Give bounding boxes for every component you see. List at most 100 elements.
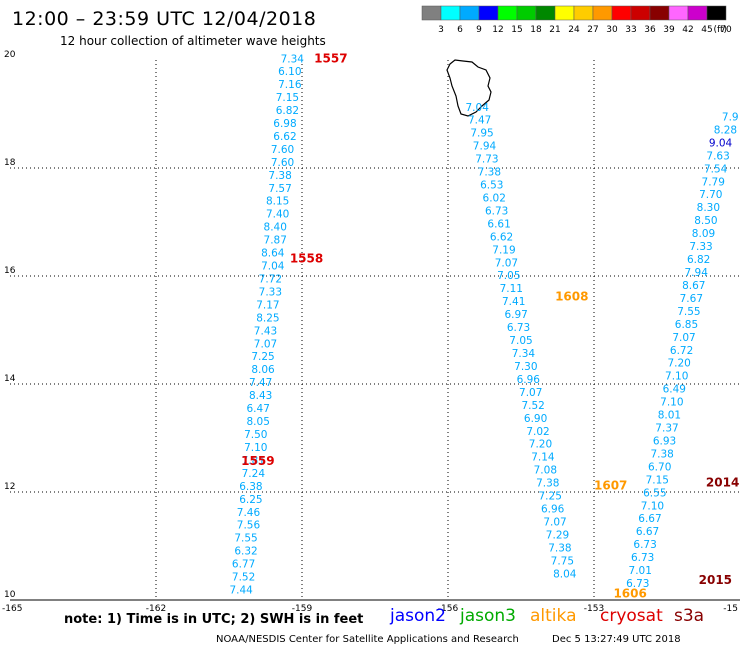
- swh-value-label: 7.50: [244, 429, 267, 441]
- swh-value-label: 8.04: [553, 568, 577, 580]
- swh-value-label: 6.53: [480, 180, 503, 192]
- swh-value-label: 9.04: [709, 137, 733, 149]
- swh-value-label: 7.10: [244, 442, 267, 454]
- swh-value-label: 7.07: [672, 332, 695, 344]
- swh-value-label: 7.10: [660, 397, 683, 409]
- swh-value-label: 6.73: [485, 205, 508, 217]
- swh-value-label: 7.60: [271, 144, 294, 156]
- swh-value-label: 8.67: [682, 280, 705, 292]
- legend-bin-label: 3: [438, 25, 444, 35]
- swh-value-label: 7.73: [475, 154, 498, 166]
- lat-tick-label: 16: [4, 266, 16, 276]
- swh-value-label: 7.33: [259, 286, 282, 298]
- swh-value-label: 8.05: [247, 416, 270, 428]
- swh-value-label: 6.96: [541, 504, 565, 516]
- legend-swatch: [573, 5, 594, 21]
- lon-tick-label: -159: [292, 604, 313, 614]
- legend-swatch: [516, 5, 537, 21]
- swh-value-label: 7.02: [526, 426, 549, 438]
- swh-value-label: 6.96: [517, 374, 541, 386]
- swh-value-label: 7.33: [689, 241, 712, 253]
- swh-value-label: 7.57: [268, 183, 291, 195]
- swh-value-label: 7.41: [502, 296, 525, 308]
- swh-value-label: 7.11: [500, 283, 523, 295]
- pass-time-label: 1557: [314, 52, 347, 66]
- lat-tick-label: 20: [4, 50, 16, 60]
- legend-bin-label: 30: [606, 25, 618, 35]
- swh-value-label: 6.93: [653, 435, 676, 447]
- swh-value-label: 7.05: [497, 270, 520, 282]
- swh-value-label: 6.73: [633, 539, 656, 551]
- swh-value-label: 7.14: [531, 452, 555, 464]
- swh-value-label: 6.61: [487, 218, 510, 230]
- lat-tick-label: 18: [4, 158, 16, 168]
- legend-bin-label: 21: [549, 25, 560, 35]
- swh-value-label: 8.25: [256, 312, 279, 324]
- swh-value-label: 7.81: [242, 455, 265, 467]
- swh-value-label: 8.28: [714, 124, 737, 136]
- swh-value-label: 7.19: [492, 244, 515, 256]
- swh-value-label: 6.25: [239, 494, 262, 506]
- swh-value-label: 7.10: [641, 500, 664, 512]
- swh-value-label: 7.08: [534, 465, 557, 477]
- legend-swatch: [440, 5, 461, 21]
- swh-value-label: 7.34: [512, 348, 536, 360]
- time-labels: 1557155815591608160716062014201520: [241, 52, 739, 601]
- swh-value-label: 7.34: [281, 54, 305, 66]
- swh-value-label: 7.20: [529, 439, 552, 451]
- swh-value-label: 7.47: [468, 115, 491, 127]
- swh-value-label: 7.95: [470, 128, 493, 140]
- legend-bin-label: 33: [625, 25, 636, 35]
- swh-value-label: 6.55: [643, 487, 666, 499]
- swh-value-label: 6.82: [687, 254, 710, 266]
- swh-value-label: 7.70: [699, 189, 722, 201]
- swh-value-label: 6.62: [273, 131, 296, 143]
- swh-value-label: 7.52: [521, 400, 544, 412]
- swh-value-label: 8.15: [266, 196, 289, 208]
- swh-value-label: 7.46: [237, 507, 261, 519]
- legend-swatch: [649, 5, 670, 21]
- legend-swatch: [421, 5, 442, 21]
- lon-tick-label: -156: [438, 604, 459, 614]
- swh-value-label: 7.07: [543, 516, 566, 528]
- swh-value-label: 7.87: [264, 235, 287, 247]
- legend-swatch: [478, 5, 499, 21]
- swh-value-label: 6.77: [232, 559, 255, 571]
- swh-value-label: 6.98: [273, 118, 296, 130]
- legend-swatch: [668, 5, 689, 21]
- swh-value-label: 7.15: [276, 92, 299, 104]
- legend-bin-label: 45: [701, 25, 712, 35]
- credit-text: NOAA/NESDIS Center for Satellite Applica…: [216, 634, 519, 645]
- wave-height-tracks: 7.346.107.167.156.826.986.627.607.607.38…: [229, 54, 738, 597]
- swh-value-label: 8.50: [694, 215, 717, 227]
- swh-value-label: 6.67: [638, 513, 661, 525]
- generated-timestamp: Dec 5 13:27:49 UTC 2018: [552, 634, 681, 645]
- legend-bin-label: 18: [530, 25, 542, 35]
- swh-value-label: 7.38: [650, 448, 673, 460]
- swh-value-label: 6.02: [483, 192, 506, 204]
- swh-value-label: 7.94: [685, 267, 709, 279]
- swh-value-label: 7.54: [704, 163, 728, 175]
- swh-value-label: 6.32: [234, 546, 257, 558]
- swh-value-label: 7.38: [268, 170, 291, 182]
- swh-value-label: 7.75: [551, 555, 574, 567]
- pass-time-label: 2014: [706, 476, 739, 490]
- lat-tick-label: 12: [4, 482, 15, 492]
- legend-bin-label: 39: [663, 25, 675, 35]
- swh-value-label: 6.70: [648, 461, 671, 473]
- hawaii-island-icon: [446, 59, 492, 117]
- swh-value-label: 6.62: [490, 231, 513, 243]
- sat-cryosat-label: cryosat: [600, 606, 663, 626]
- swh-value-label: 7.56: [237, 520, 261, 532]
- swh-value-label: 7.04: [466, 102, 490, 114]
- swh-value-label: 6.38: [239, 481, 262, 493]
- swh-value-label: 6.67: [636, 526, 659, 538]
- swh-value-label: 7.01: [629, 565, 652, 577]
- swh-value-label: 7.15: [646, 474, 669, 486]
- swh-value-label: 7.38: [548, 542, 571, 554]
- swh-value-label: 7.47: [249, 377, 272, 389]
- legend-bin-label: 42: [682, 25, 693, 35]
- legend-swatch: [687, 5, 708, 21]
- legend-swatch: [706, 5, 727, 21]
- swh-value-label: 7.20: [667, 358, 690, 370]
